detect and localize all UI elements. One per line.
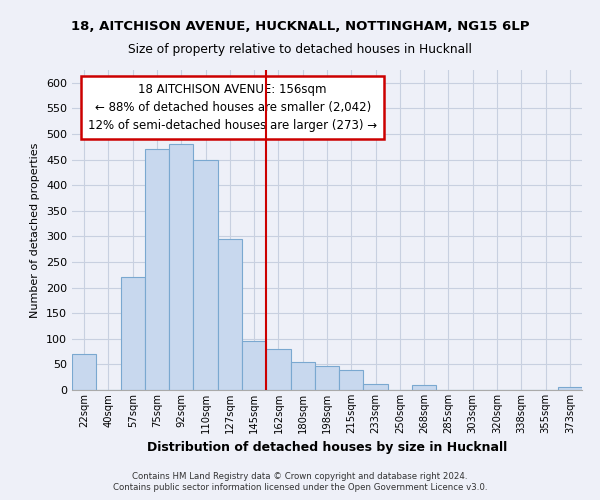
Y-axis label: Number of detached properties: Number of detached properties xyxy=(31,142,40,318)
Text: 18, AITCHISON AVENUE, HUCKNALL, NOTTINGHAM, NG15 6LP: 18, AITCHISON AVENUE, HUCKNALL, NOTTINGH… xyxy=(71,20,529,33)
Bar xyxy=(266,349,290,390)
Text: Size of property relative to detached houses in Hucknall: Size of property relative to detached ho… xyxy=(128,42,472,56)
X-axis label: Distribution of detached houses by size in Hucknall: Distribution of detached houses by size … xyxy=(147,442,507,454)
Bar xyxy=(242,342,266,390)
Bar xyxy=(145,150,169,390)
Bar xyxy=(72,354,96,390)
Bar xyxy=(169,144,193,390)
Text: Contains HM Land Registry data © Crown copyright and database right 2024.: Contains HM Land Registry data © Crown c… xyxy=(132,472,468,481)
Bar xyxy=(364,384,388,390)
Bar xyxy=(290,362,315,390)
Bar xyxy=(315,366,339,390)
Text: Contains public sector information licensed under the Open Government Licence v3: Contains public sector information licen… xyxy=(113,483,487,492)
Bar xyxy=(412,385,436,390)
Bar xyxy=(558,388,582,390)
Bar xyxy=(193,160,218,390)
Bar xyxy=(218,239,242,390)
Bar xyxy=(121,278,145,390)
Text: 18 AITCHISON AVENUE: 156sqm
← 88% of detached houses are smaller (2,042)
12% of : 18 AITCHISON AVENUE: 156sqm ← 88% of det… xyxy=(88,83,377,132)
Bar xyxy=(339,370,364,390)
